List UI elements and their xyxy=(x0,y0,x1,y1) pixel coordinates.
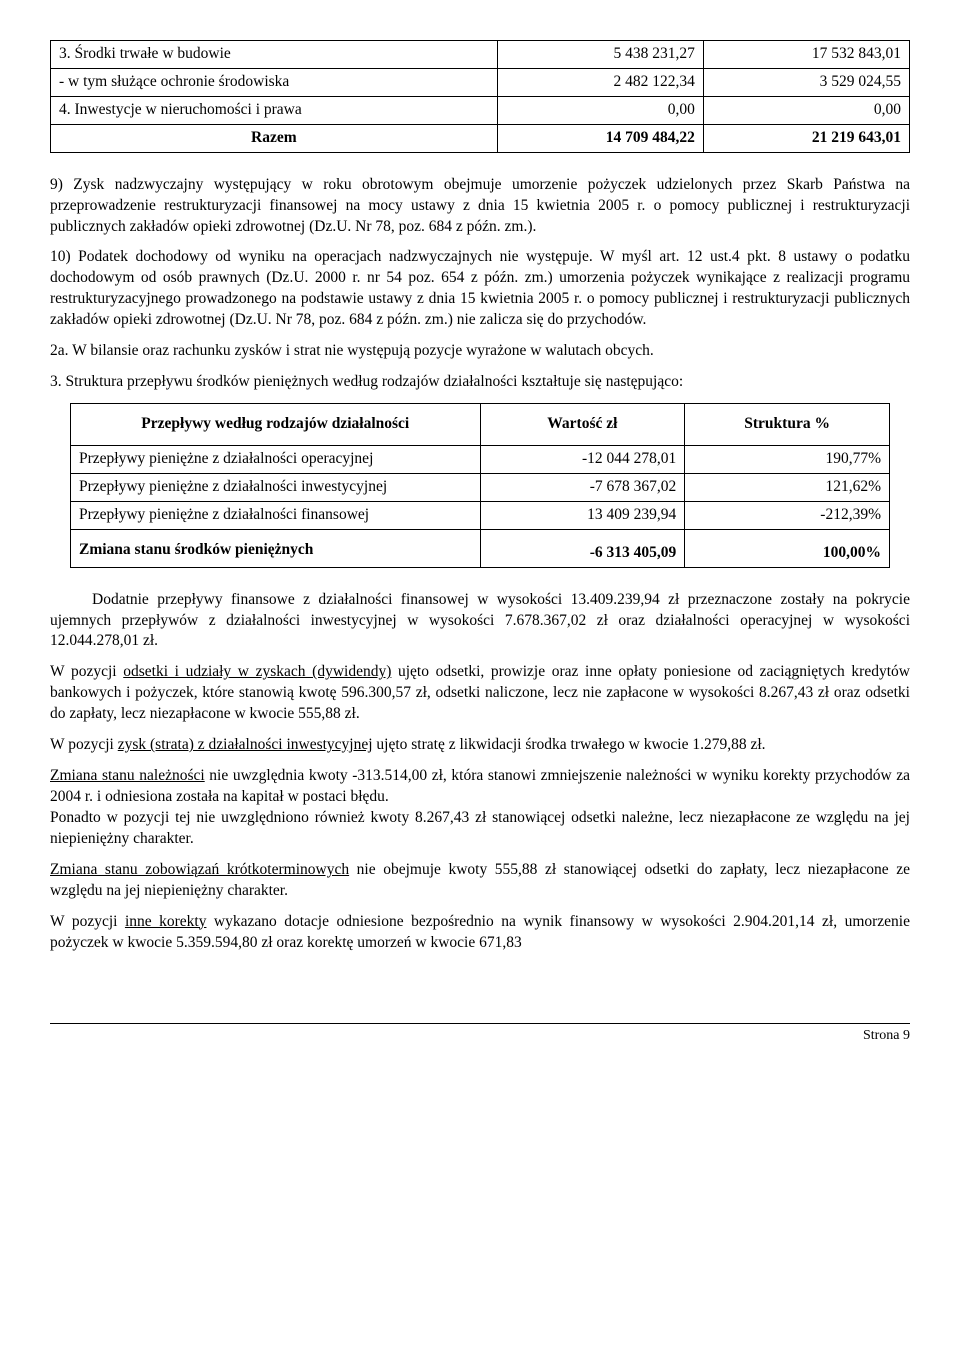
text: W pozycji xyxy=(50,913,125,930)
cell-value-2: 17 532 843,01 xyxy=(703,41,909,69)
paragraph-d: Zmiana stanu należności nie uwzględnia k… xyxy=(50,766,910,808)
cell-value-2: 21 219 643,01 xyxy=(703,124,909,152)
table-row: Przepływy pieniężne z działalności inwes… xyxy=(71,473,890,501)
cell-struct: 190,77% xyxy=(685,445,890,473)
cell-value-1: 14 709 484,22 xyxy=(497,124,703,152)
cell-value-1: 2 482 122,34 xyxy=(497,68,703,96)
cell-total-struct: 100,00% xyxy=(685,529,890,567)
cell-value: -12 044 278,01 xyxy=(480,445,685,473)
cell-value-2: 3 529 024,55 xyxy=(703,68,909,96)
cell-label: Przepływy pieniężne z działalności inwes… xyxy=(71,473,481,501)
cell-label: Przepływy pieniężne z działalności opera… xyxy=(71,445,481,473)
cell-value-1: 0,00 xyxy=(497,96,703,124)
table2-header-value: Wartość zł xyxy=(480,403,685,445)
cell-label: 4. Inwestycje w nieruchomości i prawa xyxy=(51,96,498,124)
table-row: Przepływy pieniężne z działalności opera… xyxy=(71,445,890,473)
table-row: 4. Inwestycje w nieruchomości i prawa0,0… xyxy=(51,96,910,124)
cell-label: Przepływy pieniężne z działalności finan… xyxy=(71,501,481,529)
table-przeplywy: Przepływy według rodzajów działalności W… xyxy=(70,403,890,568)
cell-label: Razem xyxy=(51,124,498,152)
paragraph-a: Dodatnie przepływy finansowe z działalno… xyxy=(50,590,910,653)
underline-odsetki: odsetki i udziały w zyskach (dywidendy) xyxy=(123,663,391,680)
table-row: - w tym służące ochronie środowiska2 482… xyxy=(51,68,910,96)
cell-value: -7 678 367,02 xyxy=(480,473,685,501)
table-row: Przepływy pieniężne z działalności finan… xyxy=(71,501,890,529)
cell-value-1: 5 438 231,27 xyxy=(497,41,703,69)
table-srodki-trwale: 3. Środki trwałe w budowie5 438 231,2717… xyxy=(50,40,910,153)
cell-total-value: -6 313 405,09 xyxy=(480,529,685,567)
cell-struct: 121,62% xyxy=(685,473,890,501)
paragraph-d2: Ponadto w pozycji tej nie uwzględniono r… xyxy=(50,808,910,850)
page-number: Strona 9 xyxy=(863,1028,910,1043)
table-row-total: Zmiana stanu środków pieniężnych-6 313 4… xyxy=(71,529,890,567)
cell-total-label: Zmiana stanu środków pieniężnych xyxy=(71,529,481,567)
paragraph-c: W pozycji zysk (strata) z działalności i… xyxy=(50,735,910,756)
underline-zmiana-naleznosci: Zmiana stanu należności xyxy=(50,767,205,784)
table2-header-label: Przepływy według rodzajów działalności xyxy=(71,403,481,445)
underline-zysk-strata: zysk (strata) z działalności inwestycyjn… xyxy=(118,736,373,753)
page-footer: Strona 9 xyxy=(50,1023,910,1046)
paragraph-2a: 2a. W bilansie oraz rachunku zysków i st… xyxy=(50,341,910,362)
cell-value-2: 0,00 xyxy=(703,96,909,124)
cell-struct: -212,39% xyxy=(685,501,890,529)
text: W pozycji xyxy=(50,736,118,753)
table2-header-structure: Struktura % xyxy=(685,403,890,445)
cell-label: - w tym służące ochronie środowiska xyxy=(51,68,498,96)
paragraph-f: W pozycji inne korekty wykazano dotacje … xyxy=(50,912,910,954)
cell-label: 3. Środki trwałe w budowie xyxy=(51,41,498,69)
text: W pozycji xyxy=(50,663,123,680)
paragraph-9: 9) Zysk nadzwyczajny występujący w roku … xyxy=(50,175,910,238)
paragraph-b: W pozycji odsetki i udziały w zyskach (d… xyxy=(50,662,910,725)
table-row: Razem14 709 484,2221 219 643,01 xyxy=(51,124,910,152)
text: ujęto stratę z likwidacji środka trwałeg… xyxy=(373,736,766,753)
paragraph-3: 3. Struktura przepływu środków pieniężny… xyxy=(50,372,910,393)
underline-inne-korekty: inne korekty xyxy=(125,913,207,930)
cell-value: 13 409 239,94 xyxy=(480,501,685,529)
table-row: 3. Środki trwałe w budowie5 438 231,2717… xyxy=(51,41,910,69)
underline-zmiana-zobowiazan: Zmiana stanu zobowiązań krótkoterminowyc… xyxy=(50,861,349,878)
paragraph-e: Zmiana stanu zobowiązań krótkoterminowyc… xyxy=(50,860,910,902)
paragraph-10: 10) Podatek dochodowy od wyniku na opera… xyxy=(50,247,910,331)
